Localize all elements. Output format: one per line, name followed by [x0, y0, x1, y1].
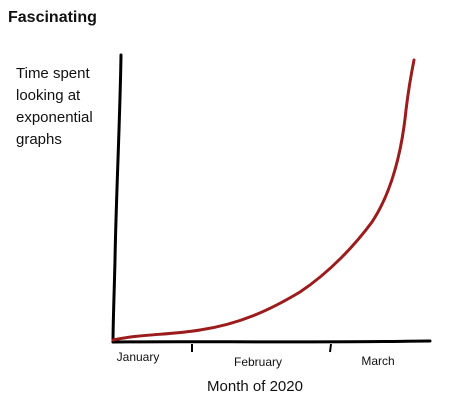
y-axis — [111, 53, 123, 344]
y-axis-label: Time spent — [16, 65, 90, 82]
x-axis — [111, 339, 432, 344]
y-axis-label: looking at — [16, 87, 81, 104]
x-axis-label: Month of 2020 — [207, 378, 303, 395]
chart-title: Fascinating — [8, 9, 97, 26]
y-axis-label: exponential — [16, 109, 93, 126]
x-tick-label: January — [117, 350, 160, 364]
exponential-curve — [111, 58, 416, 342]
x-tick — [329, 343, 332, 353]
y-axis-label: graphs — [16, 131, 62, 148]
x-tick-label: March — [361, 354, 394, 368]
x-tick-label: February — [234, 355, 282, 369]
